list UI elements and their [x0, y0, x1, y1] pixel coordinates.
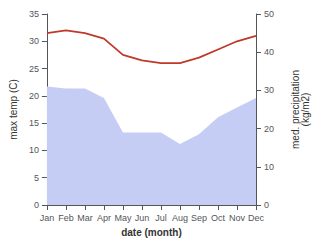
svg-text:med. precipitation: med. precipitation	[289, 70, 301, 149]
svg-text:May: May	[114, 213, 132, 223]
svg-text:50: 50	[264, 9, 274, 19]
svg-text:10: 10	[29, 145, 39, 155]
svg-text:Sep: Sep	[191, 213, 207, 223]
svg-text:Dec: Dec	[248, 213, 265, 223]
svg-text:date (month): date (month)	[121, 227, 182, 238]
svg-text:Feb: Feb	[58, 213, 74, 223]
svg-text:15: 15	[29, 118, 39, 128]
svg-text:Jan: Jan	[40, 213, 55, 223]
svg-text:Mar: Mar	[77, 213, 93, 223]
svg-text:20: 20	[264, 124, 274, 134]
svg-text:Jun: Jun	[135, 213, 150, 223]
svg-text:0: 0	[264, 200, 269, 210]
svg-text:max temp (C): max temp (C)	[8, 79, 19, 140]
svg-text:Oct: Oct	[211, 213, 226, 223]
svg-text:30: 30	[264, 85, 274, 95]
svg-text:30: 30	[29, 36, 39, 46]
svg-text:Aug: Aug	[172, 213, 188, 223]
svg-text:0: 0	[34, 200, 39, 210]
svg-text:Apr: Apr	[97, 213, 111, 223]
svg-text:20: 20	[29, 91, 39, 101]
svg-text:40: 40	[264, 47, 274, 57]
svg-text:Jul: Jul	[155, 213, 167, 223]
svg-text:35: 35	[29, 9, 39, 19]
svg-text:25: 25	[29, 64, 39, 74]
svg-text:10: 10	[264, 162, 274, 172]
svg-text:(kg/m2): (kg/m2)	[300, 93, 311, 127]
svg-text:5: 5	[34, 173, 39, 183]
svg-text:Nov: Nov	[229, 213, 246, 223]
